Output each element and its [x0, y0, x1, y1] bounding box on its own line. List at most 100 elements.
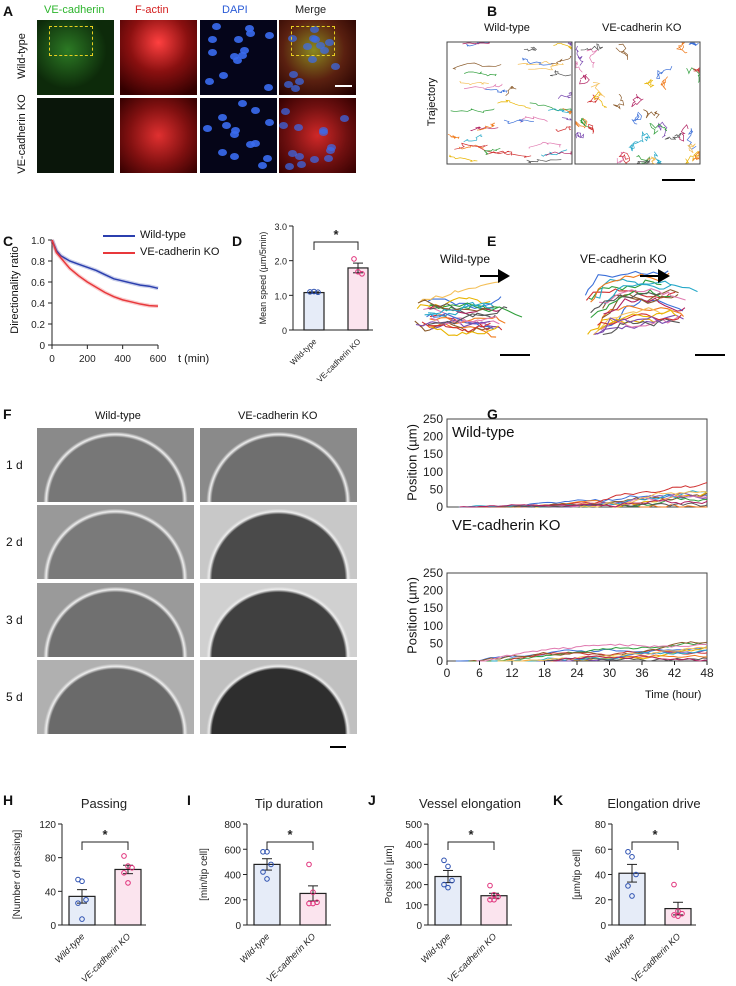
- trajectory-line: [522, 57, 553, 66]
- g-ytick-label: 100: [423, 619, 443, 633]
- panel-label-d: D: [232, 233, 243, 249]
- g-xtick-label: 24: [570, 666, 584, 680]
- trajectory-line: [505, 86, 517, 97]
- trajectory-line: [550, 55, 572, 65]
- cell-trajectory: [599, 288, 686, 304]
- g-xtick-label: 30: [603, 666, 617, 680]
- trajectory-line: [469, 126, 499, 132]
- nucleus: [211, 23, 221, 31]
- trajectory-line: [479, 147, 513, 156]
- panel-label-b: B: [487, 3, 498, 19]
- cell-trajectory: [603, 297, 686, 315]
- panel-label-a: A: [3, 3, 14, 19]
- nucleus: [230, 53, 240, 61]
- nucleus: [330, 63, 340, 71]
- trajectory-line: [553, 43, 572, 50]
- phase-image-2d-wt: [37, 505, 194, 579]
- nucleus: [217, 113, 227, 121]
- g-plot-wt: [446, 418, 708, 508]
- nucleus: [218, 148, 228, 156]
- c-series-1: [51, 239, 159, 307]
- trajectory-line: [660, 76, 668, 90]
- position-trace: [497, 646, 708, 662]
- ytick-label: 0: [282, 326, 287, 336]
- nucleus: [229, 130, 239, 138]
- trajectory-line: [526, 159, 562, 164]
- trajectory-line: [452, 62, 502, 70]
- trajectory-line: [517, 61, 559, 67]
- cell-trajectory: [431, 325, 499, 337]
- g-xtick-label: 42: [668, 666, 682, 680]
- category-label: Wild-type: [603, 931, 637, 965]
- nucleus: [310, 155, 320, 163]
- nucleus: [295, 78, 305, 86]
- trajectory-line: [523, 46, 537, 52]
- cell-trajectory: [590, 272, 670, 303]
- bar-ko: [114, 868, 142, 926]
- position-trace: [476, 643, 708, 662]
- data-point: [75, 900, 81, 906]
- cell-trajectory: [419, 281, 501, 303]
- g-ylabel-bottom: Position (µm): [404, 577, 420, 654]
- g-ytick-label: 50: [430, 482, 444, 496]
- c-ytick-label: 0.6: [31, 278, 45, 289]
- significance-bracket: [313, 241, 359, 250]
- ytick-label: 80: [45, 854, 57, 865]
- data-point: [625, 883, 631, 889]
- nucleus: [240, 47, 250, 55]
- ytick-label: 0: [416, 921, 422, 932]
- a-col-f-actin: F-actin: [135, 4, 169, 16]
- data-point: [268, 861, 274, 868]
- g-ytick-label: 50: [430, 636, 444, 650]
- panel-label-j: J: [368, 792, 376, 808]
- ytick-label: 120: [39, 820, 56, 831]
- significance-bracket: [81, 841, 129, 850]
- chart-title: Vessel elongation: [419, 796, 521, 811]
- y-axis-label: [min/tip cell]: [199, 848, 210, 901]
- trajectory-box-ko: [574, 41, 701, 165]
- bar-wild-type: [253, 863, 281, 926]
- f-col-wild-type: Wild-type: [95, 410, 141, 422]
- ytick-label: 60: [595, 845, 607, 856]
- trajectory-line: [586, 48, 598, 68]
- ytick-label: 800: [224, 820, 241, 831]
- trajectory-line: [654, 151, 662, 164]
- f-row-5d: 5 d: [6, 690, 23, 704]
- a-col-ve-cadherin: VE-cadherin: [44, 4, 105, 16]
- g-xlabel: Time (hour): [645, 689, 702, 701]
- ytick-label: 600: [224, 845, 241, 856]
- trajectory-line: [454, 142, 488, 150]
- trajectory-line: [462, 42, 490, 45]
- nucleus: [302, 43, 312, 51]
- micrograph-ve-cadherin-ko: [37, 98, 114, 173]
- g-xtick-label: 0: [444, 666, 451, 680]
- f-col-ko: VE-cadherin KO: [238, 410, 318, 422]
- category-label: VE-cadherin KO: [264, 931, 317, 984]
- chart-title: Elongation drive: [607, 796, 700, 811]
- trajectory-line: [636, 157, 651, 165]
- significance-star: *: [333, 227, 339, 242]
- nucleus: [203, 125, 213, 133]
- trajectory-line: [575, 60, 583, 73]
- a-col-merge: Merge: [295, 4, 327, 16]
- data-point: [306, 900, 312, 907]
- nucleus: [307, 56, 317, 64]
- trajectory-line: [483, 147, 501, 155]
- ytick-label: 200: [405, 881, 422, 892]
- significance-bracket: [631, 841, 679, 850]
- nucleus: [250, 140, 260, 148]
- nucleus: [263, 154, 273, 162]
- trajectory-line: [579, 117, 591, 128]
- ytick-label: 400: [405, 840, 422, 851]
- phase-image-1d-ko: [200, 428, 357, 502]
- trajectory-line: [644, 78, 655, 88]
- trajectory-line: [631, 94, 644, 108]
- c-ytick-label: 1.0: [31, 236, 45, 247]
- f-row-3d: 3 d: [6, 613, 23, 627]
- data-point: [449, 877, 455, 884]
- ytick-label: 200: [224, 896, 241, 907]
- cell-trajectory: [594, 314, 684, 335]
- nucleus: [323, 155, 333, 163]
- micrograph-f-actin-ko: [120, 98, 197, 173]
- data-point: [445, 863, 451, 870]
